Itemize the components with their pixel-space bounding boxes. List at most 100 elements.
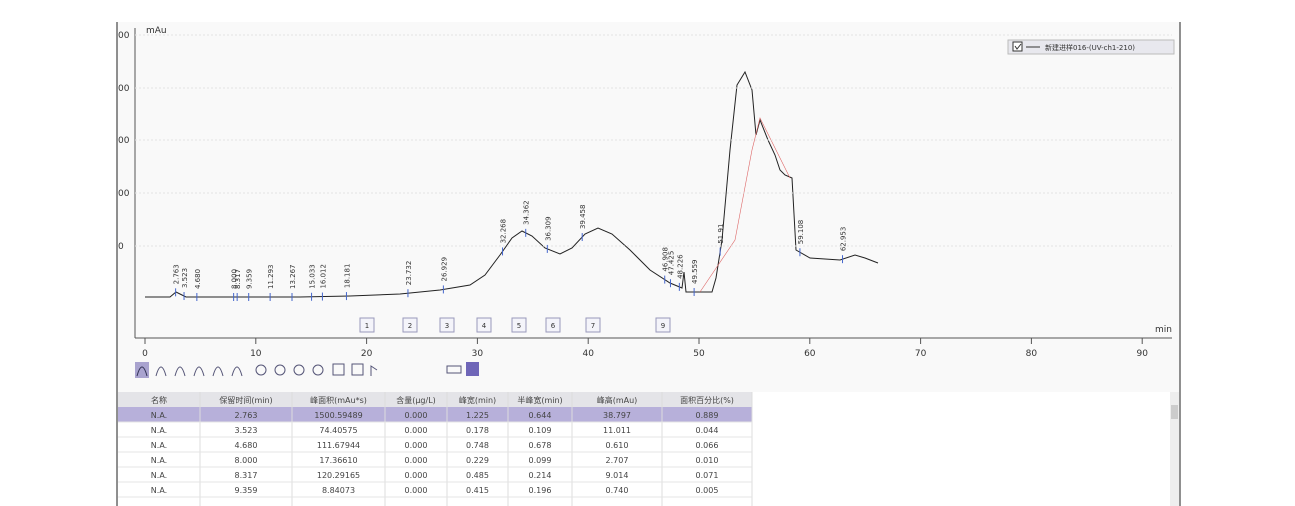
table-cell: 0.644 <box>529 411 552 420</box>
table-cell: 4.680 <box>235 441 258 450</box>
table-header: 半峰宽(min) <box>517 395 562 405</box>
table-cell: 1.225 <box>466 411 489 420</box>
x-tick-label: 10 <box>250 349 262 359</box>
peak-label: 59.108 <box>797 220 805 245</box>
table-cell: 3.523 <box>235 426 258 435</box>
table-cell: 0.000 <box>405 441 428 450</box>
peak-label: 2.763 <box>173 264 181 284</box>
table-header: 峰宽(min) <box>459 395 496 405</box>
table-cell: 111.67944 <box>317 441 360 450</box>
segment-label: 6 <box>551 322 556 330</box>
legend-checkbox[interactable] <box>1013 42 1022 51</box>
table-cell: 0.000 <box>405 471 428 480</box>
peak-label: 3.523 <box>181 268 189 288</box>
table-header: 峰高(mAu) <box>597 395 638 405</box>
table-cell: 0.229 <box>466 456 489 465</box>
segment-label: 4 <box>482 322 487 330</box>
table-cell: 0.099 <box>529 456 552 465</box>
screen: mAu min 新建进样016-(UV-ch1-210) 名称保留时间(min)… <box>0 0 1295 506</box>
results-table: 名称保留时间(min)峰面积(mAu*s)含量(μg/L)峰宽(min)半峰宽(… <box>118 392 1179 506</box>
table-cell: 0.109 <box>529 426 552 435</box>
x-tick-label: 70 <box>915 349 927 359</box>
table-cell: 11.011 <box>603 426 631 435</box>
peak-label: 13.267 <box>289 265 297 290</box>
peak-label: 15.033 <box>309 264 317 289</box>
table-cell: 0.485 <box>466 471 489 480</box>
segment-label: 9 <box>661 322 665 330</box>
x-unit: min <box>1155 325 1172 335</box>
table-cell: 0.066 <box>696 441 719 450</box>
table-cell: 74.40575 <box>319 426 357 435</box>
table-cell: 0.678 <box>529 441 552 450</box>
peak-label: 51.91 <box>717 224 725 244</box>
peak-label: 18.181 <box>343 264 351 289</box>
y-tick-label: 00 <box>118 189 130 199</box>
peak-label: 4.680 <box>194 269 202 289</box>
table-header: 含量(μg/L) <box>396 395 436 405</box>
peak-label: 62.953 <box>840 227 848 252</box>
table-cell: 1500.59489 <box>314 411 362 420</box>
peak-label: 48.226 <box>676 254 684 279</box>
table-cell: 9.359 <box>235 486 258 495</box>
table-cell: 0.178 <box>466 426 489 435</box>
x-tick-label: 80 <box>1026 349 1038 359</box>
table-cell: 0.748 <box>466 441 489 450</box>
legend[interactable]: 新建进样016-(UV-ch1-210) <box>1008 40 1174 54</box>
y-tick-label: 00 <box>118 136 130 146</box>
table-header: 名称 <box>151 395 167 405</box>
peak-label: 8.317 <box>234 269 242 289</box>
peak-label: 9.359 <box>246 269 254 289</box>
table-cell: 8.317 <box>235 471 258 480</box>
table-cell: N.A. <box>151 426 167 435</box>
x-tick-label: 40 <box>582 349 594 359</box>
peak-label: 36.309 <box>544 216 552 241</box>
table-cell: 0.005 <box>696 486 719 495</box>
y-tick-label: 00 <box>118 84 130 94</box>
table-cell: N.A. <box>151 441 167 450</box>
table-header: 面积百分比(%) <box>680 395 734 405</box>
table-cell: 0.000 <box>405 426 428 435</box>
table-cell: N.A. <box>151 456 167 465</box>
scroll-thumb[interactable] <box>1171 405 1178 419</box>
peak-label: 49.559 <box>691 260 699 285</box>
table-cell: 8.000 <box>235 456 258 465</box>
table-cell: 0.071 <box>696 471 719 480</box>
peak-label: 11.293 <box>267 265 275 290</box>
y-tick-label: 00 <box>118 31 130 41</box>
peak-label: 47.425 <box>667 251 675 276</box>
table-cell: 0.000 <box>405 456 428 465</box>
legend-text: 新建进样016-(UV-ch1-210) <box>1045 43 1135 52</box>
info-button[interactable] <box>466 362 479 376</box>
segment-label: 3 <box>445 322 449 330</box>
selected-row[interactable] <box>118 407 752 422</box>
x-tick-label: 60 <box>804 349 816 359</box>
table-cell: 0.610 <box>606 441 629 450</box>
x-tick-label: 30 <box>472 349 484 359</box>
table-cell: 0.740 <box>606 486 629 495</box>
table-cell: 0.000 <box>405 486 428 495</box>
x-tick-label: 20 <box>361 349 373 359</box>
table-cell: 0.196 <box>529 486 552 495</box>
segment-label: 1 <box>365 322 369 330</box>
x-tick-label: 50 <box>693 349 705 359</box>
x-tick-label: 0 <box>142 349 148 359</box>
table-cell: N.A. <box>151 471 167 480</box>
table-cell: 2.763 <box>235 411 258 420</box>
table-cell: 120.29165 <box>317 471 360 480</box>
table-cell: 0.000 <box>405 411 428 420</box>
table-cell: 8.84073 <box>322 486 355 495</box>
peak-label: 32.268 <box>500 219 508 243</box>
peak-label: 23.732 <box>405 261 413 286</box>
segment-label: 2 <box>408 322 412 330</box>
segment-label: 7 <box>591 322 595 330</box>
table-cell: 2.707 <box>606 456 629 465</box>
table-header: 峰面积(mAu*s) <box>310 395 367 405</box>
table-cell: 38.797 <box>603 411 631 420</box>
table-cell: 0.044 <box>696 426 719 435</box>
table-cell: 0.214 <box>529 471 552 480</box>
segment-label: 5 <box>517 322 521 330</box>
peak-label: 26.929 <box>440 257 448 282</box>
table-cell: 9.014 <box>606 471 629 480</box>
peak-label: 39.458 <box>579 205 587 230</box>
table-cell: 17.36610 <box>319 456 357 465</box>
